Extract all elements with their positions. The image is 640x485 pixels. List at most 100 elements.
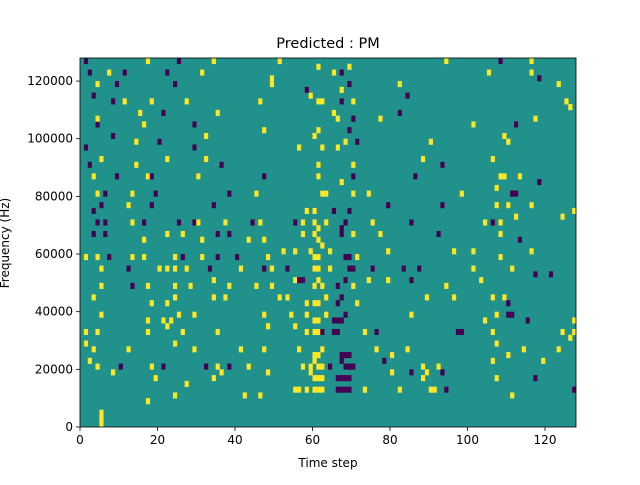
heatmap-cell xyxy=(126,346,131,353)
heatmap-cell xyxy=(293,323,298,330)
heatmap-cell xyxy=(510,392,515,399)
heatmap-cell xyxy=(91,230,96,238)
heatmap-cell xyxy=(421,363,426,370)
heatmap-cell xyxy=(107,254,112,261)
heatmap-cell xyxy=(107,69,112,76)
heatmap-cell xyxy=(145,58,151,65)
heatmap-cell xyxy=(269,75,275,82)
heatmap-cell xyxy=(111,132,116,140)
heatmap-cell xyxy=(370,219,375,226)
heatmap-cell xyxy=(339,225,344,232)
heatmap-cell xyxy=(149,300,154,307)
heatmap-cell xyxy=(192,219,197,226)
heatmap-cell xyxy=(525,317,530,324)
plot-area xyxy=(79,57,577,428)
heatmap-cell xyxy=(149,98,154,105)
heatmap-cell xyxy=(250,219,255,226)
heatmap-cell xyxy=(486,69,492,76)
heatmap-cell xyxy=(320,190,325,197)
heatmap-cell xyxy=(494,375,499,382)
heatmap-cell xyxy=(238,265,244,272)
heatmap-cell xyxy=(498,230,503,238)
heatmap-cell xyxy=(421,156,426,163)
heatmap-cell xyxy=(339,357,344,364)
heatmap-cell xyxy=(103,190,108,197)
heatmap-cell xyxy=(320,328,325,336)
heatmap-background xyxy=(80,58,576,427)
heatmap-cell xyxy=(424,294,430,301)
heatmap-cell xyxy=(335,144,340,151)
y-tick-label: 80000 xyxy=(35,189,73,203)
heatmap-cell xyxy=(173,392,178,399)
heatmap-cell xyxy=(200,236,205,243)
heatmap-cell xyxy=(269,282,275,289)
heatmap-cell xyxy=(145,328,151,336)
heatmap-cell xyxy=(285,294,290,301)
heatmap-cell xyxy=(262,265,267,272)
heatmap-cell xyxy=(87,161,92,168)
heatmap-cell xyxy=(103,230,108,238)
heatmap-cell xyxy=(320,346,325,353)
heatmap-cell xyxy=(83,340,89,347)
heatmap-cell xyxy=(312,328,317,336)
heatmap-cell xyxy=(83,144,89,151)
heatmap-cell xyxy=(572,386,577,393)
heatmap-cell xyxy=(161,109,166,116)
heatmap-cell xyxy=(316,375,321,382)
y-tick-label: 20000 xyxy=(35,362,73,376)
chart-title: Predicted : PM xyxy=(276,36,379,52)
heatmap-cell xyxy=(533,271,538,278)
heatmap-cell xyxy=(142,219,147,226)
heatmap-cell xyxy=(490,357,495,364)
heatmap-cell xyxy=(440,369,445,376)
heatmap-cell xyxy=(192,144,197,151)
heatmap-cell xyxy=(370,265,375,272)
heatmap-cell xyxy=(374,346,379,353)
heatmap-cell xyxy=(572,317,577,324)
heatmap-cell xyxy=(436,363,441,370)
heatmap-cell xyxy=(390,352,395,359)
heatmap-cell xyxy=(308,369,313,376)
heatmap-cell xyxy=(165,230,170,238)
heatmap-cell xyxy=(145,282,151,289)
heatmap-cell xyxy=(304,386,309,393)
heatmap-cell xyxy=(339,179,344,186)
heatmap-cell xyxy=(176,311,182,318)
heatmap-cell xyxy=(312,265,317,272)
x-tick-label: 100 xyxy=(456,433,479,447)
heatmap-cell xyxy=(300,219,306,226)
heatmap-cell xyxy=(99,282,104,289)
heatmap-cell xyxy=(351,282,356,289)
heatmap-cell xyxy=(304,86,309,93)
heatmap-cell xyxy=(118,363,123,370)
heatmap-cell xyxy=(324,219,329,226)
heatmap-cell xyxy=(103,219,108,226)
heatmap-cell xyxy=(331,109,337,116)
heatmap-cell xyxy=(320,282,325,289)
heatmap-cell xyxy=(111,98,116,105)
heatmap-cell xyxy=(335,300,340,307)
heatmap-cell xyxy=(145,398,151,405)
heatmap-cell xyxy=(95,363,100,370)
heatmap-cell xyxy=(331,328,337,336)
heatmap-cell xyxy=(490,219,495,226)
heatmap-cell xyxy=(390,369,395,376)
heatmap-cell xyxy=(130,254,135,261)
heatmap-cell xyxy=(351,265,356,272)
heatmap-cell xyxy=(316,98,321,105)
heatmap-cell xyxy=(529,248,534,255)
heatmap-cell xyxy=(91,346,96,353)
x-tick-label: 0 xyxy=(76,433,84,447)
heatmap-cell xyxy=(355,300,360,307)
heatmap-cell xyxy=(277,58,282,65)
heatmap-cell xyxy=(184,380,189,387)
heatmap-cell xyxy=(517,173,523,180)
heatmap-cell xyxy=(320,386,325,393)
heatmap-cell xyxy=(87,69,92,76)
heatmap-cell xyxy=(339,294,344,301)
heatmap-cell xyxy=(316,328,321,336)
heatmap-cell xyxy=(312,386,317,393)
heatmap-cell xyxy=(142,236,147,243)
heatmap-cell xyxy=(506,138,511,145)
heatmap-cell xyxy=(347,363,352,370)
